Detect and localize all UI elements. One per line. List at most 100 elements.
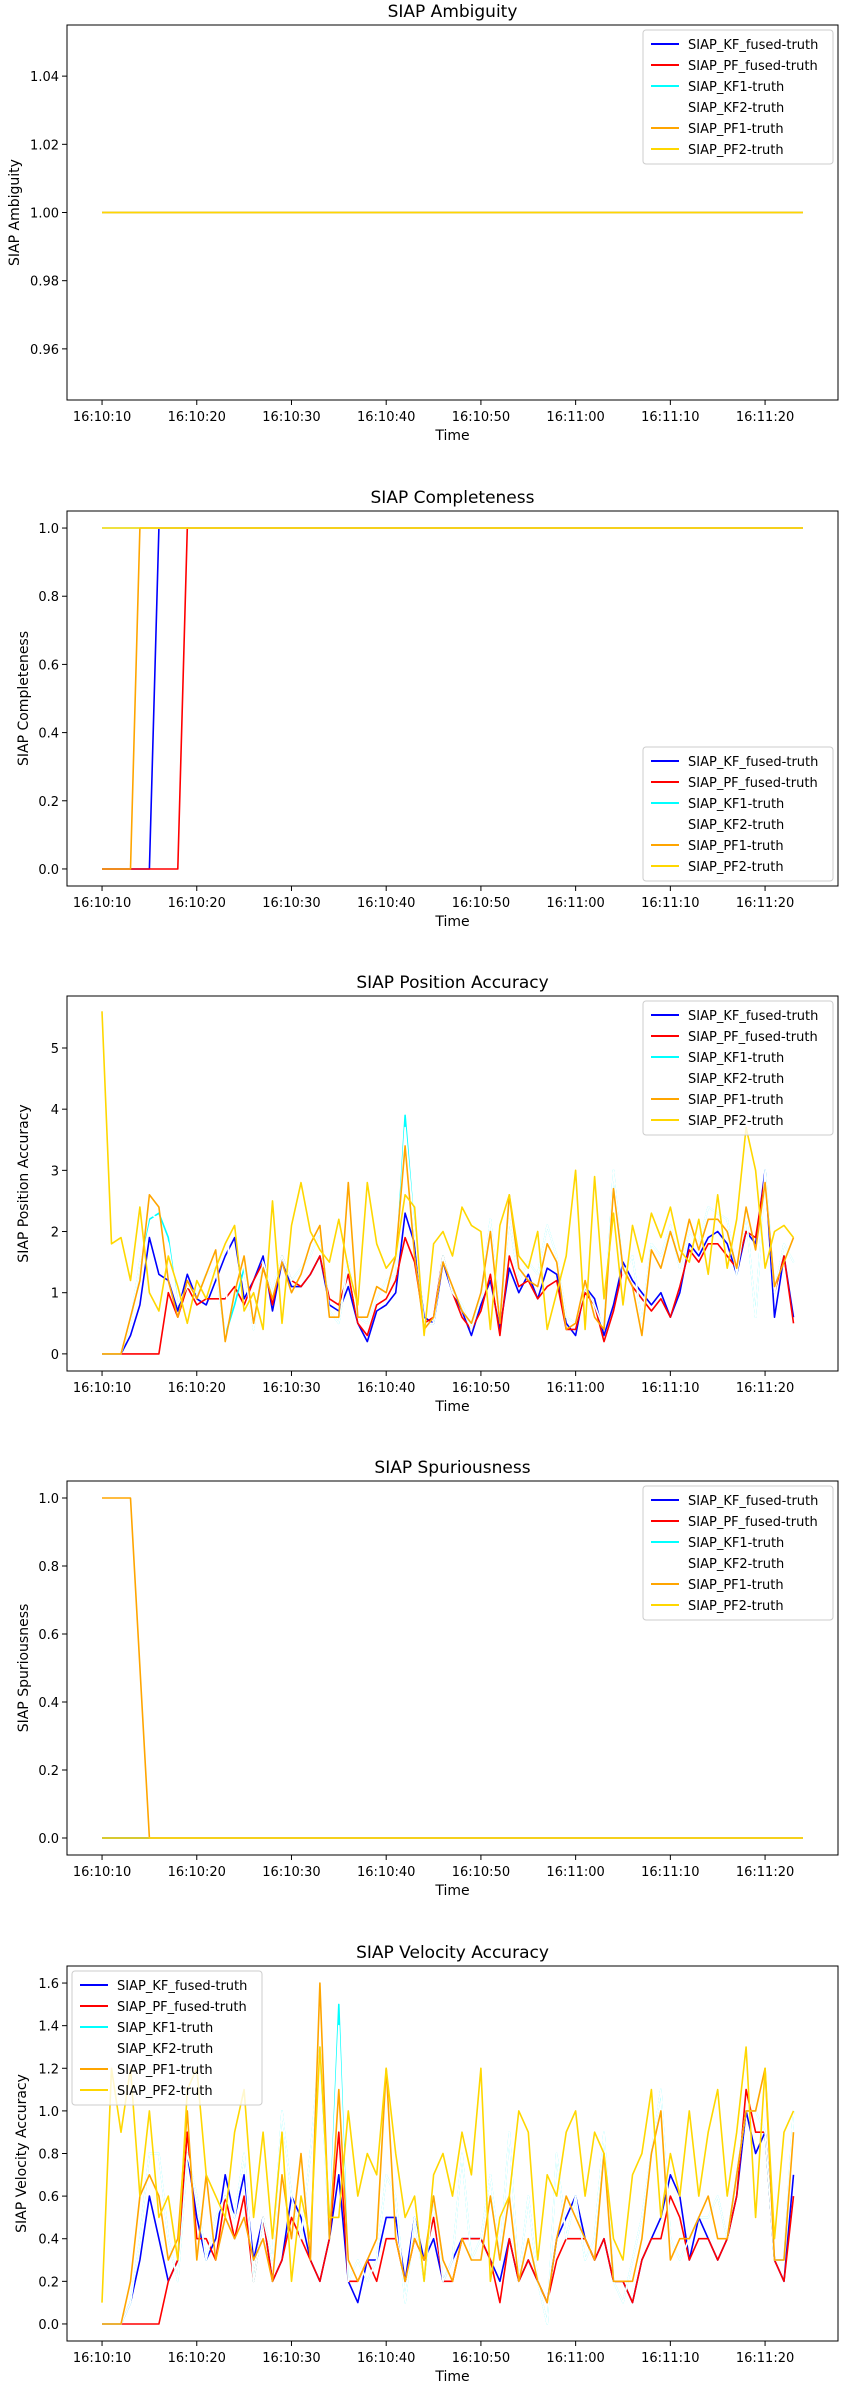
x-tick-label: 16:10:50 bbox=[452, 1381, 510, 1396]
x-tick-label: 16:11:20 bbox=[736, 2351, 794, 2366]
legend-entry: SIAP_PF2-truth bbox=[117, 2084, 213, 2099]
chart-3: SIAP Position Accuracy 16:10:10 16:10:20 16… bbox=[16, 973, 839, 1415]
series-lines bbox=[102, 1497, 803, 1839]
x-tick-label: 16:11:00 bbox=[546, 410, 604, 425]
x-tick-label: 16:10:20 bbox=[168, 2351, 226, 2366]
legend-entry: SIAP_PF1-truth bbox=[117, 2063, 213, 2078]
x-tick-label: 16:11:00 bbox=[546, 1865, 604, 1880]
y-tick-label: 1.02 bbox=[30, 138, 59, 153]
y-tick-label: 0.6 bbox=[38, 2190, 59, 2205]
x-tick-label: 16:10:40 bbox=[357, 1865, 415, 1880]
x-tick-label: 16:10:40 bbox=[357, 896, 415, 911]
legend-entry: SIAP_KF2-truth bbox=[688, 101, 784, 116]
y-tick-label: 0.0 bbox=[38, 863, 59, 878]
x-tick-label: 16:10:10 bbox=[73, 410, 131, 425]
x-tick-label: 16:11:10 bbox=[641, 896, 699, 911]
legend: SIAP_KF_fused-truth SIAP_PF_fused-truth SI… bbox=[642, 746, 834, 882]
y-tick-label: 0.4 bbox=[38, 727, 59, 742]
x-tick-label: 16:11:20 bbox=[736, 896, 794, 911]
legend-box bbox=[71, 1970, 263, 2106]
y-tick-label: 0.2 bbox=[38, 1764, 59, 1779]
x-tick-label: 16:10:40 bbox=[357, 2351, 415, 2366]
legend: SIAP_KF_fused-truth SIAP_PF_fused-truth SI… bbox=[71, 1970, 263, 2106]
legend-entry: SIAP_KF_fused-truth bbox=[117, 1979, 247, 1994]
legend-entry: SIAP_PF1-truth bbox=[688, 122, 784, 137]
legend-entry: SIAP_KF_fused-truth bbox=[688, 755, 818, 770]
y-tick-label: 1.0 bbox=[38, 1492, 59, 1507]
y-tick-label: 1.0 bbox=[38, 2105, 59, 2120]
legend-entry: SIAP_PF_fused-truth bbox=[688, 1515, 818, 1530]
y-axis-label: SIAP Spuriousness bbox=[16, 1604, 32, 1733]
legend-entry: SIAP_PF1-truth bbox=[688, 839, 784, 854]
x-tick-label: 16:10:50 bbox=[452, 1865, 510, 1880]
legend-entry: SIAP_PF_fused-truth bbox=[688, 1030, 818, 1045]
x-tick-label: 16:11:20 bbox=[736, 410, 794, 425]
chart-title: SIAP Ambiguity bbox=[388, 2, 518, 22]
y-tick-label: 1.4 bbox=[38, 2020, 59, 2035]
legend-entry: SIAP_KF1-truth bbox=[688, 1051, 784, 1066]
x-tick-label: 16:10:10 bbox=[73, 1381, 131, 1396]
x-axis-label: Time bbox=[434, 1883, 469, 1899]
legend-entry: SIAP_PF_fused-truth bbox=[688, 59, 818, 74]
y-tick-label: 0.8 bbox=[38, 1560, 59, 1575]
legend-entry: SIAP_PF1-truth bbox=[688, 1093, 784, 1108]
x-tick-label: 16:11:20 bbox=[736, 1865, 794, 1880]
y-tick-label: 0.96 bbox=[30, 343, 59, 358]
legend: SIAP_KF_fused-truth SIAP_PF_fused-truth SI… bbox=[642, 1485, 834, 1621]
legend-entry: SIAP_PF2-truth bbox=[688, 143, 784, 158]
y-tick-label: 0.4 bbox=[38, 2233, 59, 2248]
legend-entry: SIAP_KF2-truth bbox=[688, 1557, 784, 1572]
x-tick-label: 16:11:00 bbox=[546, 896, 604, 911]
x-tick-label: 16:10:10 bbox=[73, 2351, 131, 2366]
legend-entry: SIAP_KF2-truth bbox=[688, 818, 784, 833]
y-tick-label: 0.0 bbox=[38, 1832, 59, 1847]
legend-entry: SIAP_PF2-truth bbox=[688, 860, 784, 875]
y-tick-label: 0 bbox=[51, 1348, 59, 1363]
x-axis-label: Time bbox=[434, 2369, 469, 2385]
x-tick-label: 16:11:10 bbox=[641, 2351, 699, 2366]
legend-entry: SIAP_KF_fused-truth bbox=[688, 38, 818, 53]
y-tick-label: 3 bbox=[51, 1164, 59, 1179]
y-tick-label: 0.6 bbox=[38, 658, 59, 673]
legend: SIAP_KF_fused-truth SIAP_PF_fused-truth SI… bbox=[642, 29, 834, 165]
y-tick-label: 0.8 bbox=[38, 590, 59, 605]
legend-box bbox=[642, 29, 834, 165]
x-tick-label: 16:10:20 bbox=[168, 410, 226, 425]
y-tick-label: 5 bbox=[51, 1042, 59, 1057]
series-line bbox=[102, 1982, 795, 2325]
y-tick-label: 0.0 bbox=[38, 2318, 59, 2333]
y-tick-label: 1 bbox=[51, 1287, 59, 1302]
x-tick-label: 16:10:30 bbox=[262, 1381, 320, 1396]
x-tick-label: 16:11:10 bbox=[641, 1381, 699, 1396]
y-tick-label: 0.4 bbox=[38, 1696, 59, 1711]
x-tick-label: 16:10:20 bbox=[168, 896, 226, 911]
x-tick-label: 16:10:20 bbox=[168, 1865, 226, 1880]
y-tick-label: 0.6 bbox=[38, 1628, 59, 1643]
y-tick-label: 1.00 bbox=[30, 207, 59, 222]
chart-1: SIAP Ambiguity 16:10:10 16:10:20 16:10:30 16… bbox=[7, 2, 839, 444]
series-lines bbox=[101, 1982, 795, 2325]
y-axis-label: SIAP Ambiguity bbox=[7, 159, 23, 266]
y-tick-label: 0.2 bbox=[38, 795, 59, 810]
chart-5: SIAP Velocity Accuracy 16:10:10 16:10:20 16… bbox=[14, 1943, 839, 2385]
y-tick-label: 4 bbox=[51, 1103, 59, 1118]
legend-entry: SIAP_KF1-truth bbox=[688, 797, 784, 812]
legend-entry: SIAP_KF_fused-truth bbox=[688, 1494, 818, 1509]
x-axis-label: Time bbox=[434, 914, 469, 930]
legend-entry: SIAP_PF2-truth bbox=[688, 1114, 784, 1129]
x-tick-label: 16:10:50 bbox=[452, 896, 510, 911]
legend-box bbox=[642, 746, 834, 882]
x-tick-label: 16:10:10 bbox=[73, 1865, 131, 1880]
legend: SIAP_KF_fused-truth SIAP_PF_fused-truth SI… bbox=[642, 1000, 834, 1136]
x-tick-label: 16:10:50 bbox=[452, 2351, 510, 2366]
series-lines bbox=[102, 527, 803, 870]
x-tick-label: 16:11:00 bbox=[546, 1381, 604, 1396]
chart-2: SIAP Completeness 16:10:10 16:10:20 16:10:3… bbox=[16, 488, 839, 930]
legend-box bbox=[642, 1000, 834, 1136]
chart-title: SIAP Spuriousness bbox=[374, 1458, 530, 1478]
x-axis-label: Time bbox=[434, 428, 469, 444]
x-axis-label: Time bbox=[434, 1399, 469, 1415]
chart-4: SIAP Spuriousness 16:10:10 16:10:20 16:10:3… bbox=[16, 1458, 839, 1899]
x-tick-label: 16:11:20 bbox=[736, 1381, 794, 1396]
y-tick-label: 0.98 bbox=[30, 275, 59, 290]
